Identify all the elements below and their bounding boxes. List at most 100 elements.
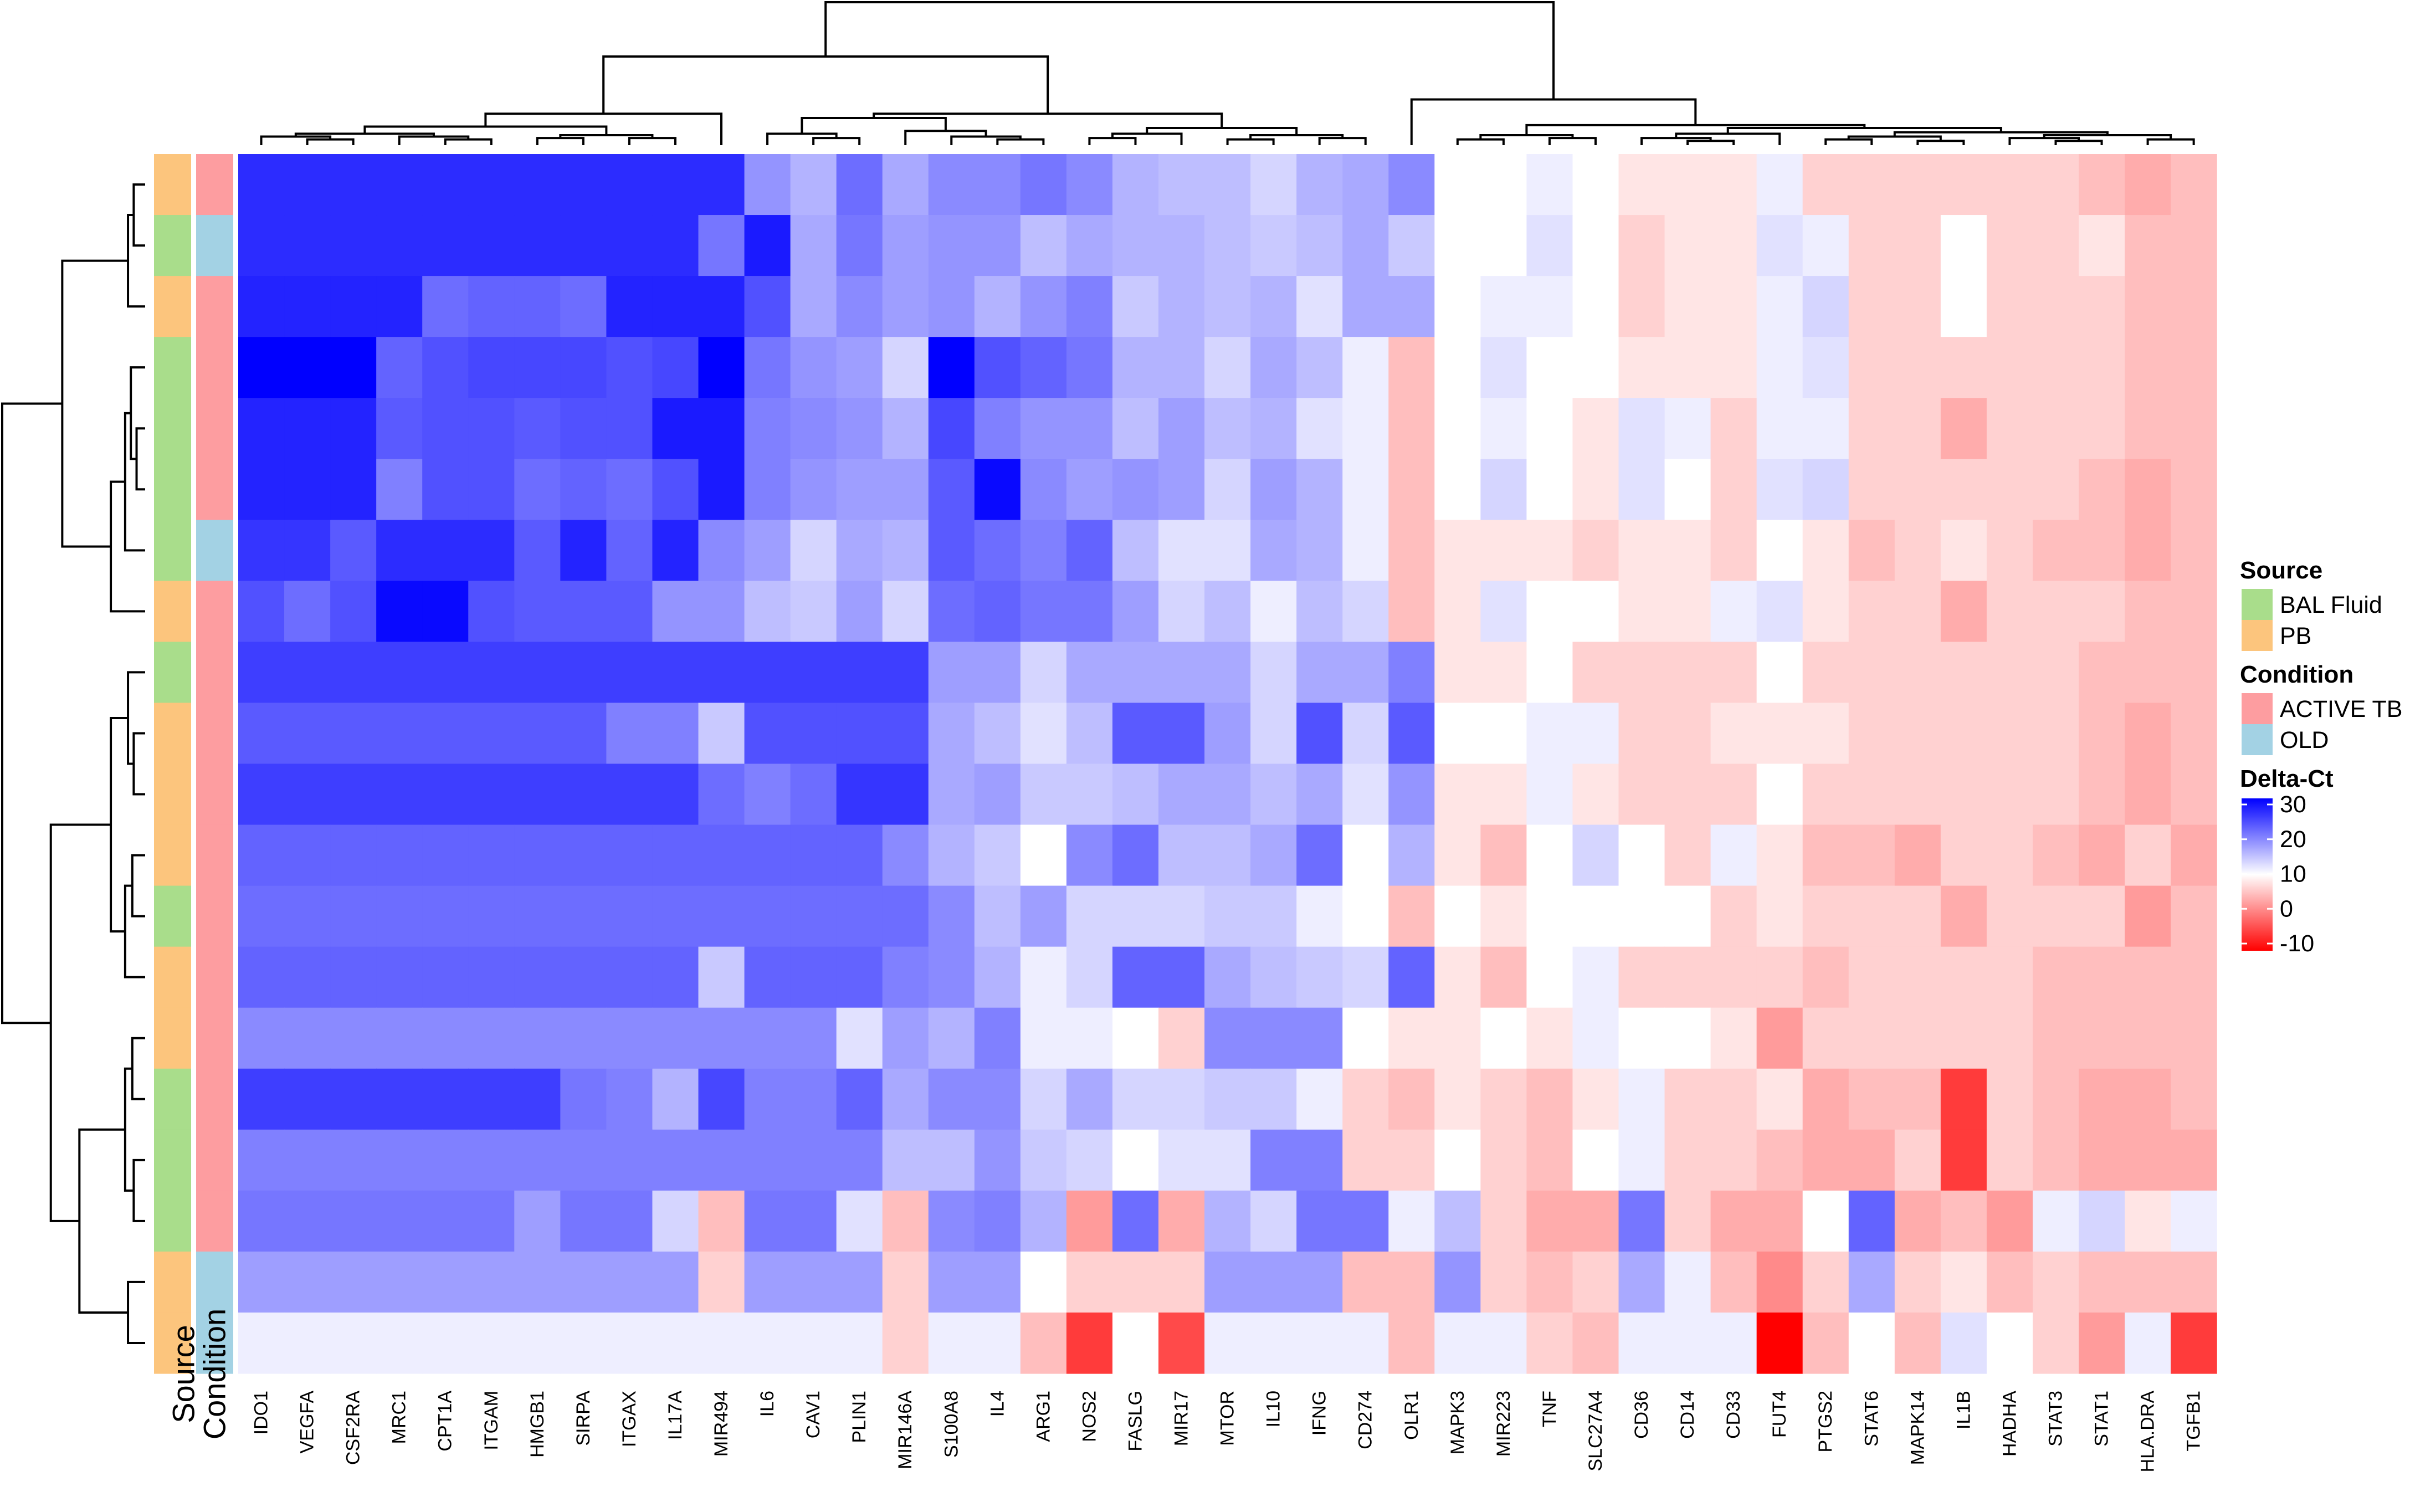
cell-r20-nos2 bbox=[1066, 1312, 1113, 1374]
cell-r7-plin1 bbox=[836, 520, 883, 581]
cell-r3-mir17 bbox=[1158, 276, 1205, 337]
cell-r6-stat3 bbox=[2032, 459, 2079, 520]
col-label-s100a8: S100A8 bbox=[941, 1391, 962, 1458]
cell-r2-mir146a bbox=[882, 215, 929, 276]
cell-r17-csf2ra bbox=[330, 1129, 377, 1191]
cell-r9-il4 bbox=[974, 642, 1021, 704]
col-label-ido1: IDO1 bbox=[251, 1391, 272, 1434]
col-label-cd14: CD14 bbox=[1677, 1391, 1698, 1439]
cell-r13-stat6 bbox=[1848, 885, 1895, 947]
cell-r7-cd36 bbox=[1618, 520, 1665, 581]
scale-tick-label: 0 bbox=[2280, 895, 2293, 922]
cell-r3-stat3 bbox=[2032, 276, 2079, 337]
cell-r10-olr1 bbox=[1388, 703, 1435, 765]
col-label-cd36: CD36 bbox=[1631, 1391, 1652, 1439]
cell-r1-csf2ra bbox=[330, 154, 377, 216]
cell-r1-il10 bbox=[1250, 154, 1297, 216]
cell-r18-cd274 bbox=[1342, 1190, 1389, 1252]
cell-r19-cav1 bbox=[790, 1251, 837, 1313]
cell-r14-cd36 bbox=[1618, 946, 1665, 1008]
cell-r19-ido1 bbox=[238, 1251, 285, 1313]
cell-r5-il17a bbox=[652, 398, 699, 459]
cell-r11-tnf bbox=[1526, 763, 1573, 826]
cell-r11-csf2ra bbox=[330, 763, 377, 826]
column-dendrogram-branch bbox=[1640, 137, 1712, 145]
cell-r10-hmgb1 bbox=[514, 703, 561, 765]
cell-r14-slc27a4 bbox=[1572, 946, 1619, 1008]
cell-r4-nos2 bbox=[1066, 337, 1113, 398]
cell-r18-fut4 bbox=[1756, 1190, 1803, 1252]
cell-r10-ptgs2 bbox=[1802, 703, 1849, 765]
source-annotation-r20 bbox=[154, 1312, 191, 1374]
cell-r19-mrc1 bbox=[376, 1251, 423, 1313]
cell-r15-faslg bbox=[1112, 1007, 1159, 1069]
cell-r13-ptgs2 bbox=[1802, 885, 1849, 947]
cell-r13-plin1 bbox=[836, 885, 883, 947]
cell-r11-il17a bbox=[652, 763, 699, 826]
cell-r1-cd14 bbox=[1664, 154, 1711, 216]
condition-annotation-r20 bbox=[196, 1312, 233, 1374]
cell-r18-stat1 bbox=[2079, 1190, 2125, 1252]
cell-r18-tnf bbox=[1526, 1190, 1573, 1252]
cell-r16-ido1 bbox=[238, 1068, 285, 1130]
cell-r11-olr1 bbox=[1388, 763, 1435, 826]
cell-r10-vegfa bbox=[284, 703, 331, 765]
cell-r18-ptgs2 bbox=[1802, 1190, 1849, 1252]
cell-r17-cd33 bbox=[1710, 1129, 1757, 1191]
column-dendrogram-branch bbox=[559, 134, 654, 139]
cell-r8-mir223 bbox=[1480, 581, 1527, 642]
cell-r8-mtor bbox=[1204, 581, 1251, 642]
cell-r17-itgax bbox=[606, 1129, 653, 1191]
column-dendrogram-branch bbox=[294, 132, 435, 137]
source-annotation-r16 bbox=[154, 1068, 191, 1130]
cell-r6-mir146a bbox=[882, 459, 929, 520]
cell-r17-cav1 bbox=[790, 1129, 837, 1191]
cell-r15-s100a8 bbox=[928, 1007, 975, 1069]
cell-r18-olr1 bbox=[1388, 1190, 1435, 1252]
cell-r17-cd36 bbox=[1618, 1129, 1665, 1191]
cell-r14-stat1 bbox=[2079, 946, 2125, 1008]
legend-label-active-tb: ACTIVE TB bbox=[2280, 696, 2402, 722]
cell-r2-stat6 bbox=[1848, 215, 1895, 276]
cell-r14-fut4 bbox=[1756, 946, 1803, 1008]
cell-r11-plin1 bbox=[836, 763, 883, 826]
cell-r9-hla-dra bbox=[2125, 642, 2171, 704]
cell-r7-mir223 bbox=[1480, 520, 1527, 581]
cell-r4-cd36 bbox=[1618, 337, 1665, 398]
cell-r12-itgam bbox=[468, 824, 515, 886]
column-dendrogram-branch bbox=[1916, 140, 1965, 145]
condition-annotation-r7 bbox=[196, 520, 233, 581]
cell-r16-cav1 bbox=[790, 1068, 837, 1130]
cell-r7-mapk14 bbox=[1894, 520, 1941, 581]
column-dendrogram-branch bbox=[873, 112, 1223, 129]
cell-r15-olr1 bbox=[1388, 1007, 1435, 1069]
cell-r10-sirpa bbox=[560, 703, 607, 765]
cell-r12-ifng bbox=[1296, 824, 1343, 886]
cell-r15-hla-dra bbox=[2125, 1007, 2171, 1069]
cell-r17-mir146a bbox=[882, 1129, 929, 1191]
cell-r15-cd274 bbox=[1342, 1007, 1389, 1069]
column-dendrogram-branch bbox=[1318, 137, 1367, 145]
cell-r12-olr1 bbox=[1388, 824, 1435, 886]
cell-r19-mapk14 bbox=[1894, 1251, 1941, 1313]
cell-r12-cd36 bbox=[1618, 824, 1665, 886]
cell-r10-mir223 bbox=[1480, 703, 1527, 765]
col-label-stat1: STAT1 bbox=[2091, 1391, 2112, 1447]
cell-r7-olr1 bbox=[1388, 520, 1435, 581]
cell-r9-il6 bbox=[744, 642, 791, 704]
cell-r14-stat3 bbox=[2032, 946, 2079, 1008]
cell-r4-il10 bbox=[1250, 337, 1297, 398]
cell-r15-slc27a4 bbox=[1572, 1007, 1619, 1069]
cell-r3-mapk14 bbox=[1894, 276, 1941, 337]
cell-r18-il17a bbox=[652, 1190, 699, 1252]
cell-r19-tnf bbox=[1526, 1251, 1573, 1313]
source-annotation-r10 bbox=[154, 703, 191, 765]
cell-r8-ptgs2 bbox=[1802, 581, 1849, 642]
col-label-il4: IL4 bbox=[987, 1391, 1008, 1417]
cell-r15-mapk3 bbox=[1434, 1007, 1481, 1069]
cell-r6-itgax bbox=[606, 459, 653, 520]
cell-r11-mapk14 bbox=[1894, 763, 1941, 826]
cell-r11-itgam bbox=[468, 763, 515, 826]
col-label-faslg: FASLG bbox=[1125, 1391, 1146, 1452]
cell-r12-mrc1 bbox=[376, 824, 423, 886]
